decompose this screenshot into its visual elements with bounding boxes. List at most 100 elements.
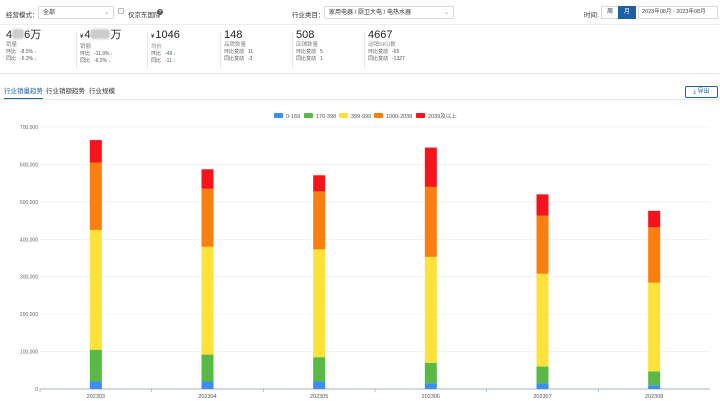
bar-segment bbox=[424, 186, 437, 257]
kpi-sku-count: 4667 动销SKU数 环比变动 -65 同比变动 -1327 bbox=[364, 28, 438, 72]
x-tick-label: 202304 bbox=[198, 394, 216, 400]
kpi-name: 销额 bbox=[80, 44, 92, 50]
tab-industry-scale[interactable]: 行业规模 bbox=[89, 88, 115, 95]
divider bbox=[76, 32, 77, 68]
masked-value bbox=[12, 29, 25, 39]
divider bbox=[292, 32, 293, 68]
divider bbox=[220, 32, 221, 68]
kpi-name: 动销SKU数 bbox=[368, 42, 396, 48]
sales-volume-chart: 0-169 170-398 399-999 1000-2038 2039及以上 0 100… bbox=[0, 100, 720, 401]
industry-select[interactable]: 家用电器 / 厨卫大电 / 电热水器 ⌄ bbox=[324, 6, 454, 19]
legend-label: 2039及以上 bbox=[428, 114, 457, 120]
legend-swatch bbox=[374, 113, 383, 118]
bar-segment bbox=[201, 188, 214, 247]
y-tick-label: 100,000 bbox=[20, 350, 38, 356]
bar-segment bbox=[424, 256, 437, 363]
kpi-yoy: 同比 -6.2%↓ bbox=[80, 58, 111, 64]
operation-mode-label: 经营模式： bbox=[6, 12, 39, 19]
kpi-value: 148 bbox=[224, 29, 243, 41]
kpi-name: 销量 bbox=[6, 42, 18, 48]
kpi-mom: 环比 -49↓ bbox=[151, 51, 176, 57]
stacked-bar-chart: 0 100,000 200,000 300,000 400,000 500,000 600,… bbox=[20, 125, 710, 400]
kpi-average-price: ¥1046 均价 环比 -49↓ 同比 -11↓ bbox=[147, 28, 217, 72]
period-week-button[interactable]: 周 bbox=[601, 6, 619, 19]
download-icon: ⤓ bbox=[693, 89, 696, 95]
jd-only-label: 仅京东国际 bbox=[128, 12, 161, 19]
legend-item[interactable]: 399-999 bbox=[339, 113, 371, 121]
bar-segment bbox=[89, 162, 102, 230]
x-tick-label: 202308 bbox=[645, 394, 663, 400]
kpi-value: 4667 bbox=[368, 29, 393, 41]
kpi-brand-count: 148 品牌数量 环比变动 11 同比变动 -3 bbox=[220, 28, 290, 72]
bar-segment bbox=[536, 194, 549, 216]
help-icon[interactable]: ? bbox=[157, 8, 163, 15]
bar-segment bbox=[648, 210, 661, 228]
kpi-sales-volume: 4 6万 销量 环比 -8.5%↓ 同比 -5.3%↓ bbox=[6, 28, 72, 72]
kpi-mom: 环比变动 -65 bbox=[368, 49, 400, 55]
masked-value bbox=[90, 29, 111, 39]
period-month-button[interactable]: 月 bbox=[618, 6, 636, 19]
bar-segment bbox=[536, 215, 549, 274]
operation-mode-select[interactable]: 全部 ⌄ bbox=[38, 6, 114, 19]
x-tick-label: 202305 bbox=[310, 394, 328, 400]
bar-segment bbox=[313, 249, 326, 358]
legend-item[interactable]: 2039及以上 bbox=[416, 113, 457, 121]
bar-segment bbox=[536, 366, 549, 384]
operation-mode-value: 全部 bbox=[43, 10, 56, 16]
bar-segment bbox=[424, 383, 437, 389]
chart-tabs: 行业销量趋势 行业销额趋势 行业规模 bbox=[0, 83, 720, 100]
bar-segment bbox=[424, 147, 437, 187]
kpi-summary: 4 6万 销量 环比 -8.5%↓ 同比 -5.3%↓ ¥4 万 销额 环比 -11.9%… bbox=[0, 24, 720, 74]
kpi-value: 4 6万 bbox=[6, 29, 42, 41]
legend-item[interactable]: 0-169 bbox=[274, 113, 300, 121]
tab-sales-amount-trend[interactable]: 行业销额趋势 bbox=[46, 88, 85, 95]
y-tick-label: 400,000 bbox=[20, 237, 38, 243]
kpi-value: 508 bbox=[296, 29, 315, 41]
y-tick-label: 500,000 bbox=[20, 200, 38, 206]
divider bbox=[364, 32, 365, 68]
y-tick-label: 200,000 bbox=[20, 312, 38, 318]
legend-label: 170-398 bbox=[316, 114, 337, 120]
bar-segment bbox=[648, 385, 661, 389]
kpi-name: 均价 bbox=[151, 44, 163, 50]
bar-segment bbox=[313, 191, 326, 250]
export-button[interactable]: ⤓ 导出 bbox=[685, 86, 718, 98]
bar-segment bbox=[536, 383, 549, 389]
y-tick-label: 0 bbox=[35, 387, 38, 393]
kpi-yoy: 同比变动 -1327 bbox=[368, 56, 405, 62]
bar-segment bbox=[648, 227, 661, 283]
bar-segment bbox=[536, 273, 549, 367]
x-tick-label: 202307 bbox=[533, 394, 551, 400]
divider bbox=[147, 32, 148, 68]
kpi-store-count: 508 店铺数量 环比变动 5 同比变动 1 bbox=[292, 28, 362, 72]
tab-sales-volume-trend[interactable]: 行业销量趋势 bbox=[4, 87, 43, 99]
industry-label: 行业类目： bbox=[292, 12, 325, 19]
bar-segment bbox=[313, 381, 326, 389]
legend-swatch bbox=[339, 113, 348, 118]
date-range-picker[interactable]: 2023年08月 - 2023年08月 bbox=[638, 6, 718, 19]
bar-segment bbox=[89, 229, 102, 350]
kpi-yoy: 同比 -5.3%↓ bbox=[6, 56, 37, 62]
bar-segment bbox=[424, 362, 437, 384]
jd-only-checkbox[interactable] bbox=[118, 8, 124, 14]
kpi-yoy: 同比变动 1 bbox=[296, 56, 323, 62]
bar-segment bbox=[313, 357, 326, 382]
legend-label: 1000-2038 bbox=[386, 114, 413, 120]
bar-segment bbox=[648, 282, 661, 372]
y-tick-label: 600,000 bbox=[20, 162, 38, 168]
legend-item[interactable]: 1000-2038 bbox=[374, 113, 412, 121]
chevron-down-icon: ⌄ bbox=[103, 10, 109, 16]
kpi-yoy: 同比 -11↓ bbox=[151, 58, 176, 64]
legend-swatch bbox=[304, 113, 313, 118]
legend-item[interactable]: 170-398 bbox=[304, 113, 336, 121]
bar-segment bbox=[201, 381, 214, 389]
chevron-down-icon: ⌄ bbox=[443, 10, 449, 16]
filter-bar: 经营模式： 全部 ⌄ 仅京东国际 ? 行业类目： 家用电器 / 厨卫大电 / 电… bbox=[0, 0, 720, 24]
kpi-value: ¥1046 bbox=[151, 29, 180, 41]
kpi-mom: 环比 -8.5%↓ bbox=[6, 49, 37, 55]
bar-segment bbox=[89, 140, 102, 163]
time-label: 时间: bbox=[584, 12, 599, 19]
y-tick-label: 300,000 bbox=[20, 275, 38, 281]
y-tick-label: 700,000 bbox=[20, 125, 38, 131]
legend-swatch bbox=[274, 113, 283, 118]
